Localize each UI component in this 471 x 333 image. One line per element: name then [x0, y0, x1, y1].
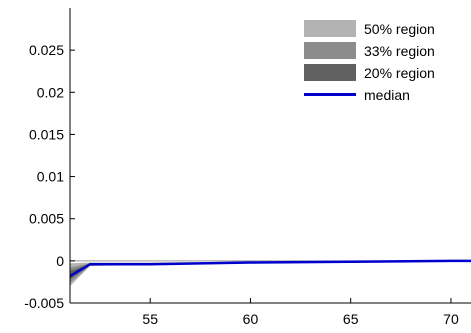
- legend-swatch-20-region: [304, 64, 356, 81]
- legend: 50% region 33% region 20% region median: [304, 20, 435, 103]
- y-ticks: -0.005 0 0.005 0.01 0.015 0.02 0.025: [24, 42, 75, 311]
- x-tick-label: 60: [243, 311, 259, 327]
- legend-label-20-region: 20% region: [364, 65, 435, 81]
- legend-swatch-33-region: [304, 42, 356, 59]
- y-tick-label: 0.015: [29, 126, 64, 142]
- axes: [69, 8, 471, 304]
- x-tick-label: 65: [343, 311, 359, 327]
- y-tick-label: -0.005: [24, 295, 64, 311]
- legend-label-50-region: 50% region: [364, 21, 435, 37]
- x-tick-label: 55: [142, 311, 158, 327]
- y-tick-label: 0.02: [37, 84, 64, 100]
- median-layer: [69, 259, 471, 278]
- x-ticks: 55 60 65 70: [142, 298, 459, 327]
- y-tick-label: 0.025: [29, 42, 64, 58]
- y-tick-label: 0.005: [29, 211, 64, 227]
- legend-label-33-region: 33% region: [364, 43, 435, 59]
- median-line: [69, 259, 471, 278]
- y-tick-label: 0: [56, 253, 64, 269]
- x-tick-label: 70: [443, 311, 459, 327]
- y-tick-label: 0.01: [37, 169, 64, 185]
- legend-swatch-50-region: [304, 20, 356, 37]
- legend-label-median: median: [364, 87, 410, 103]
